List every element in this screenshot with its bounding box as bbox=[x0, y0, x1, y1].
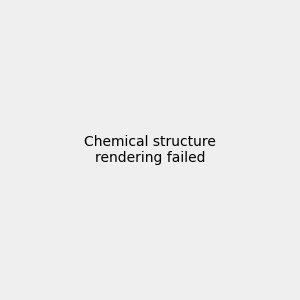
Text: Chemical structure
rendering failed: Chemical structure rendering failed bbox=[84, 135, 216, 165]
